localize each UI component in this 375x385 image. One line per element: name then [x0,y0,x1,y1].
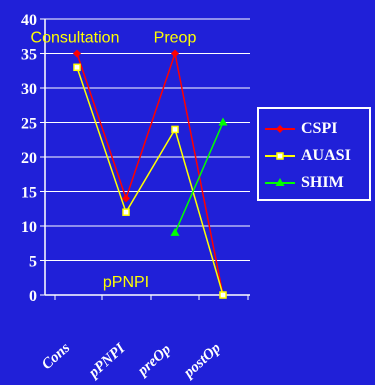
series-line [76,50,224,296]
legend-item-auasi: AUASI [263,146,351,166]
legend-item-cspi: CSPI [263,119,337,139]
annotation-label: Consultation [31,29,120,46]
annotation-label: pPNPI [103,274,149,291]
series-line [76,67,224,296]
data-point [73,63,81,72]
y-tick-label: 15 [21,185,37,202]
data-point [276,125,284,133]
data-point [122,194,130,203]
data-point [122,208,130,216]
y-tick-label: 0 [29,288,37,305]
legend: CSPI AUASI SHIM [257,107,371,201]
y-tick-label: 5 [29,254,37,271]
x-category-label: Cons [39,340,73,373]
series-auasi [73,63,227,299]
data-point [170,227,180,236]
data-point [219,291,227,299]
series-shim [170,117,228,236]
data-point [171,49,179,58]
series-lines [73,49,228,299]
data-point [276,152,284,160]
legend-label-auasi: AUASI [301,147,351,164]
legend-swatch-cspi [263,119,297,139]
legend-swatch-auasi [263,146,297,166]
data-point [218,117,228,126]
series-cspi [73,49,227,299]
data-point [73,49,81,58]
annotation-label: Preop [154,29,197,46]
y-tick-label: 25 [21,116,37,133]
legend-label-cspi: CSPI [301,120,338,137]
annotations: Consultation Preop pPNPI [31,29,197,291]
y-tick-label: 10 [21,219,37,236]
x-category-label: preOp [133,341,174,380]
legend-item-shim: SHIM [263,173,344,193]
x-category-label: postOp [179,340,224,383]
series-line [174,122,224,234]
x-category-label: pPNPI [84,340,129,382]
y-tick-label: 40 [21,12,37,29]
x-axis-ticks: Cons pPNPI preOp postOp [39,295,249,383]
y-tick-label: 30 [21,81,37,98]
y-axis-ticks: 0 5 10 15 20 25 30 35 40 [21,12,45,305]
data-point [171,125,179,134]
data-point [275,178,285,186]
legend-swatch-shim [263,173,297,193]
legend-label-shim: SHIM [301,174,344,191]
y-tick-label: 20 [21,150,37,167]
y-tick-label: 35 [21,47,37,64]
